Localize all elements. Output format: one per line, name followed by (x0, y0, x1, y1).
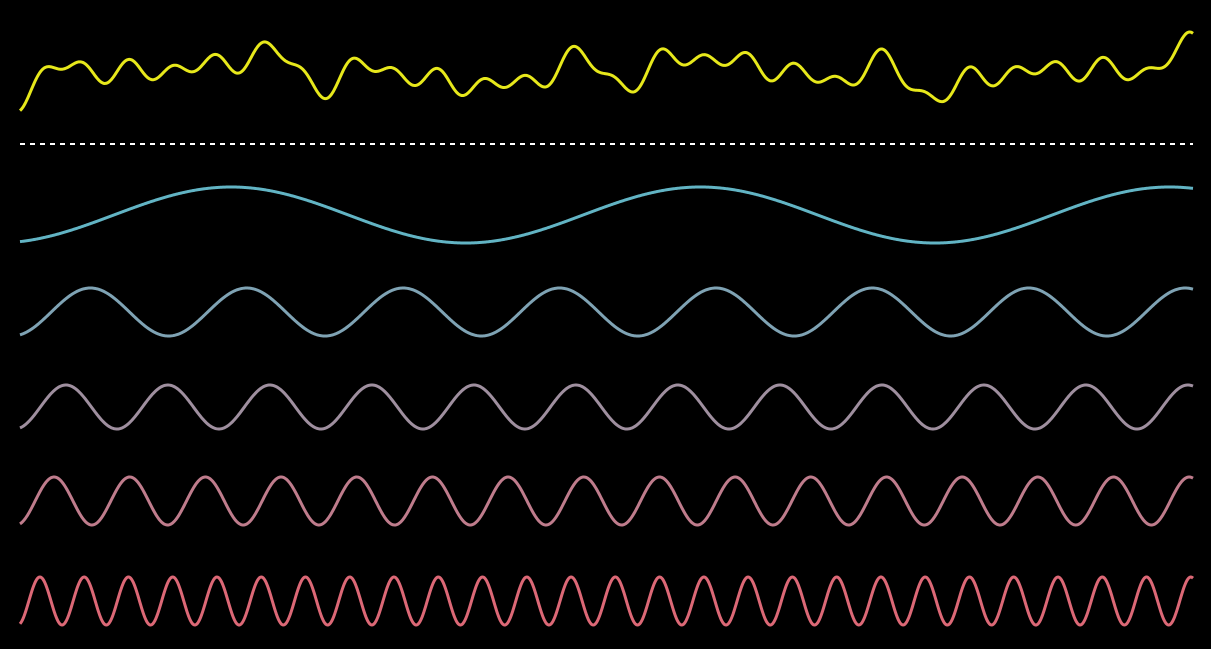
wave-5 (20, 577, 1193, 625)
component-waves (20, 187, 1193, 625)
wave-1 (20, 187, 1193, 243)
composite-wave (20, 32, 1193, 111)
wave-2 (20, 288, 1193, 336)
wave-3 (20, 385, 1193, 429)
wave-4 (20, 477, 1193, 525)
wave-diagram (0, 0, 1211, 649)
